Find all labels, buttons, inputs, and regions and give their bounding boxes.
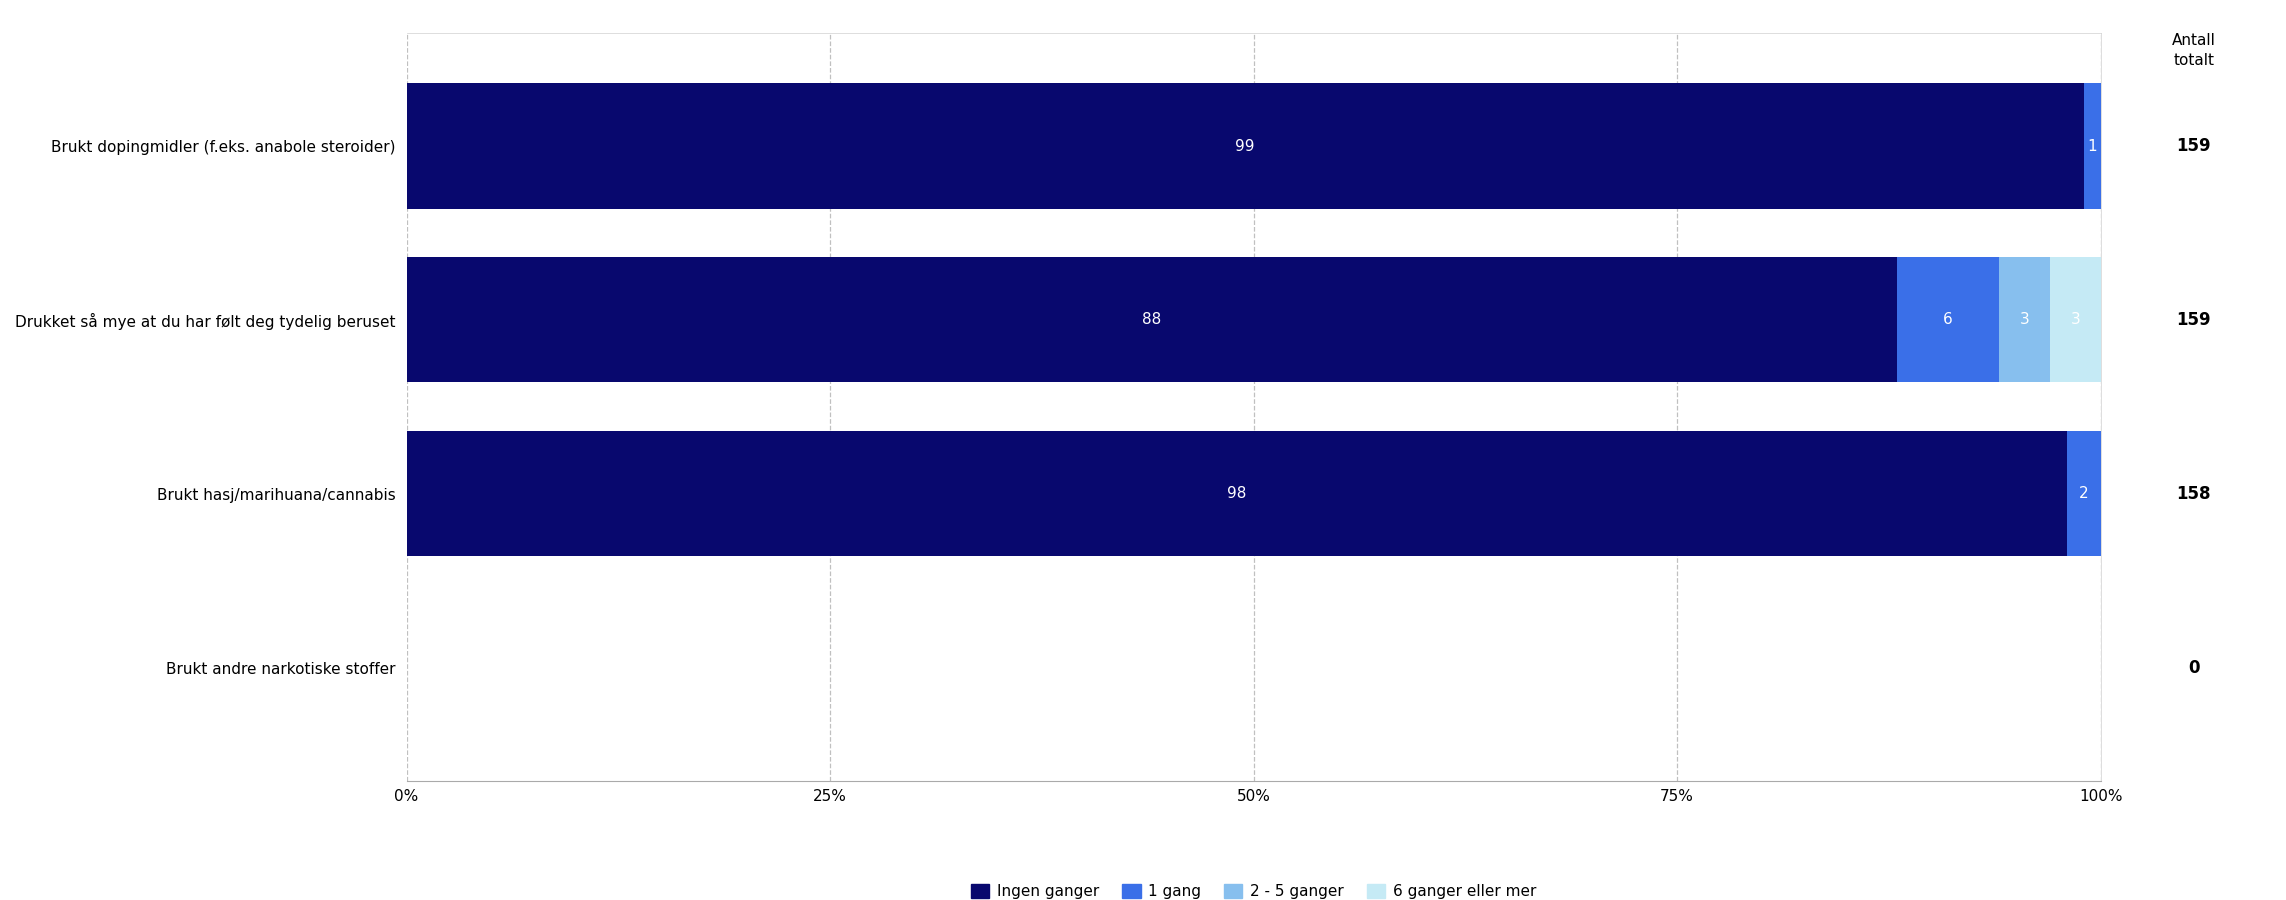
Text: 1: 1 — [2087, 139, 2096, 154]
Text: 3: 3 — [2071, 312, 2080, 328]
Text: 6: 6 — [1943, 312, 1952, 328]
Text: 0: 0 — [2188, 659, 2199, 677]
Bar — [407, 431, 2067, 556]
Bar — [407, 84, 2085, 209]
Legend: Ingen ganger, 1 gang, 2 - 5 ganger, 6 ganger eller mer: Ingen ganger, 1 gang, 2 - 5 ganger, 6 ga… — [965, 878, 1543, 900]
Bar — [1897, 257, 1998, 382]
Text: Antall
totalt: Antall totalt — [2172, 33, 2215, 68]
Text: 88: 88 — [1143, 312, 1161, 328]
Text: 158: 158 — [2176, 485, 2211, 503]
Bar — [2067, 431, 2101, 556]
Bar — [2085, 84, 2101, 209]
Bar — [1998, 257, 2051, 382]
Text: 159: 159 — [2176, 310, 2211, 328]
Text: 98: 98 — [1228, 486, 1246, 501]
Text: 99: 99 — [1234, 139, 1255, 154]
Text: 2: 2 — [2078, 486, 2089, 501]
Text: 159: 159 — [2176, 137, 2211, 155]
Bar — [407, 257, 1897, 382]
Bar — [2051, 257, 2101, 382]
Text: 3: 3 — [2019, 312, 2030, 328]
